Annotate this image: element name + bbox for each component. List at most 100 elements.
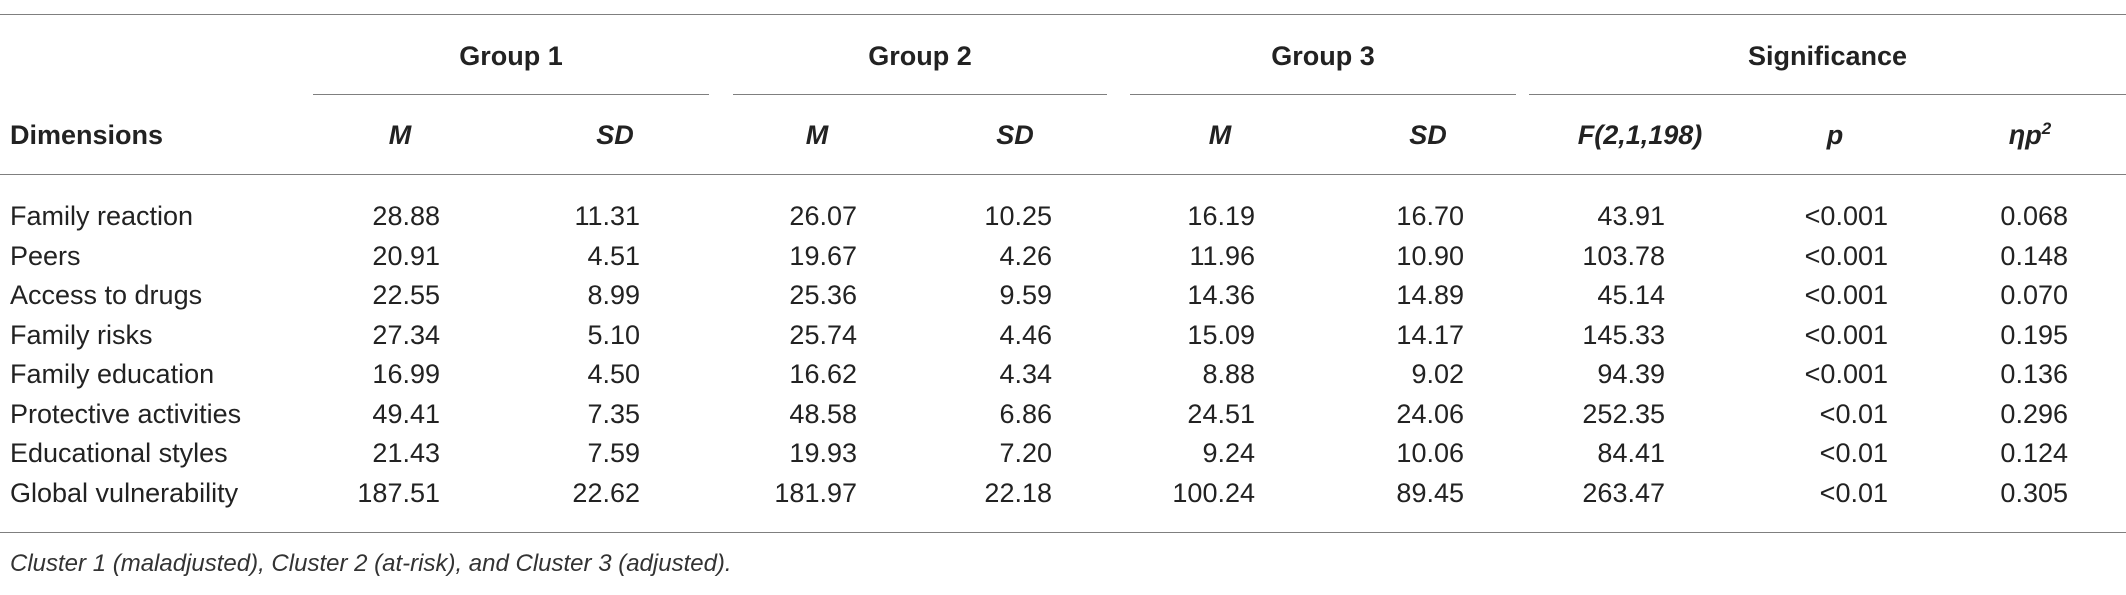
cell-g3sd: 10.06	[1396, 438, 1464, 468]
cell-p: <0.01	[1819, 398, 1888, 429]
cell-g1sd: 7.35	[587, 398, 640, 429]
cell-g1sd: 22.62	[572, 477, 640, 508]
cell-g3m: 15.09	[1187, 319, 1255, 350]
column-header-g3-m: M	[1208, 120, 1232, 150]
cell-g2sd: 4.34	[999, 359, 1052, 389]
cell-g2sd: 7.20	[999, 438, 1052, 468]
column-header-g3-sd: SD	[1409, 120, 1447, 150]
cell-p: <0.001	[1804, 319, 1888, 350]
column-header-f: F(2,1,198)	[1577, 120, 1703, 150]
top-rule	[0, 14, 2126, 15]
group-header-2: Group 2	[868, 41, 972, 71]
cell-g2sd: 10.25	[984, 201, 1052, 231]
cell-eta: 0.068	[2000, 201, 2068, 231]
column-header-g1-m: M	[388, 120, 412, 150]
cell-g1m: 22.55	[372, 280, 440, 310]
row-label: Family risks	[10, 319, 153, 350]
cell-f: 263.47	[1582, 477, 1665, 508]
cell-g1m: 20.91	[372, 240, 440, 271]
group-header-3: Group 3	[1271, 41, 1375, 71]
cell-g3sd: 89.45	[1396, 477, 1464, 508]
cell-g3m: 100.24	[1172, 477, 1255, 508]
cell-g3sd: 16.70	[1396, 201, 1464, 231]
cell-g3m: 9.24	[1202, 438, 1255, 468]
cell-p: <0.001	[1804, 359, 1888, 389]
group-underline-3	[1130, 94, 1516, 95]
column-header-p: p	[1826, 120, 1844, 150]
cell-eta: 0.195	[2000, 319, 2068, 350]
column-header-g2-sd: SD	[996, 120, 1034, 150]
row-label: Family reaction	[10, 201, 194, 231]
cell-g3sd: 14.89	[1396, 280, 1464, 310]
column-header-eta: ηp2	[1990, 119, 2070, 151]
cell-g3m: 11.96	[1189, 240, 1255, 271]
cell-p: <0.001	[1804, 240, 1888, 271]
cell-eta: 0.124	[2000, 438, 2068, 468]
cell-g1sd: 5.10	[587, 319, 640, 350]
cell-g3m: 14.36	[1187, 280, 1255, 310]
cell-g2m: 25.36	[789, 280, 857, 310]
cell-g1m: 27.34	[372, 319, 440, 350]
cell-g3m: 8.88	[1202, 359, 1255, 389]
group-underline-2	[733, 94, 1107, 95]
cell-g3sd: 14.17	[1396, 319, 1464, 350]
cell-p: <0.001	[1804, 201, 1888, 231]
cell-g1sd: 7.59	[587, 438, 640, 468]
row-label: Access to drugs	[10, 280, 203, 310]
header-bottom-rule	[0, 174, 2126, 175]
cell-g1m: 16.99	[372, 359, 440, 389]
cell-g3sd: 24.06	[1396, 398, 1464, 429]
cell-g1sd: 4.51	[587, 240, 640, 271]
column-header-g2-m: M	[805, 120, 829, 150]
row-label: Protective activities	[10, 398, 242, 429]
cell-g2m: 19.67	[789, 240, 857, 271]
cell-p: <0.001	[1804, 280, 1888, 310]
cell-g1m: 28.88	[372, 201, 440, 231]
cell-g2m: 25.74	[789, 319, 857, 350]
column-header-dimensions: Dimensions	[10, 120, 164, 150]
table-footnote: Cluster 1 (maladjusted), Cluster 2 (at-r…	[10, 550, 732, 577]
cell-f: 84.41	[1597, 438, 1665, 468]
cell-g2sd: 4.26	[999, 240, 1052, 271]
cell-f: 94.39	[1597, 359, 1665, 389]
cell-f: 45.14	[1597, 280, 1665, 310]
cell-g3sd: 9.02	[1411, 359, 1464, 389]
cell-g3sd: 10.90	[1396, 240, 1464, 271]
group-header-significance: Significance	[1747, 41, 1908, 71]
cell-g2sd: 4.46	[999, 319, 1052, 350]
cell-eta: 0.070	[2000, 280, 2068, 310]
cell-g2m: 181.97	[774, 477, 857, 508]
row-label: Peers	[10, 240, 81, 271]
cell-eta: 0.296	[2000, 398, 2068, 429]
row-label: Family education	[10, 359, 215, 389]
cell-f: 43.91	[1597, 201, 1665, 231]
cell-g1m: 187.51	[357, 477, 440, 508]
cell-g1m: 21.43	[372, 438, 440, 468]
cell-g3m: 24.51	[1187, 398, 1255, 429]
cell-f: 103.78	[1582, 240, 1665, 271]
cell-f: 145.33	[1582, 319, 1665, 350]
cell-g2sd: 9.59	[999, 280, 1052, 310]
row-label: Educational styles	[10, 438, 228, 468]
cell-g2sd: 6.86	[999, 398, 1052, 429]
group-underline-significance	[1529, 94, 2126, 95]
cell-g2sd: 22.18	[984, 477, 1052, 508]
cell-g1sd: 4.50	[587, 359, 640, 389]
cell-g3m: 16.19	[1187, 201, 1255, 231]
cell-eta: 0.148	[2000, 240, 2068, 271]
cell-f: 252.35	[1582, 398, 1665, 429]
cell-p: <0.01	[1819, 477, 1888, 508]
eta-symbol: ηp	[2008, 120, 2042, 150]
group-underline-1	[313, 94, 709, 95]
eta-superscript: 2	[2041, 119, 2052, 138]
group-header-1: Group 1	[459, 41, 563, 71]
column-header-g1-sd: SD	[596, 120, 634, 150]
cell-g1sd: 11.31	[574, 201, 640, 231]
bottom-rule	[0, 532, 2126, 533]
cell-p: <0.01	[1819, 438, 1888, 468]
cell-g2m: 19.93	[789, 438, 857, 468]
cell-g2m: 16.62	[789, 359, 857, 389]
cell-g2m: 48.58	[789, 398, 857, 429]
cell-eta: 0.136	[2000, 359, 2068, 389]
cell-g1sd: 8.99	[587, 280, 640, 310]
